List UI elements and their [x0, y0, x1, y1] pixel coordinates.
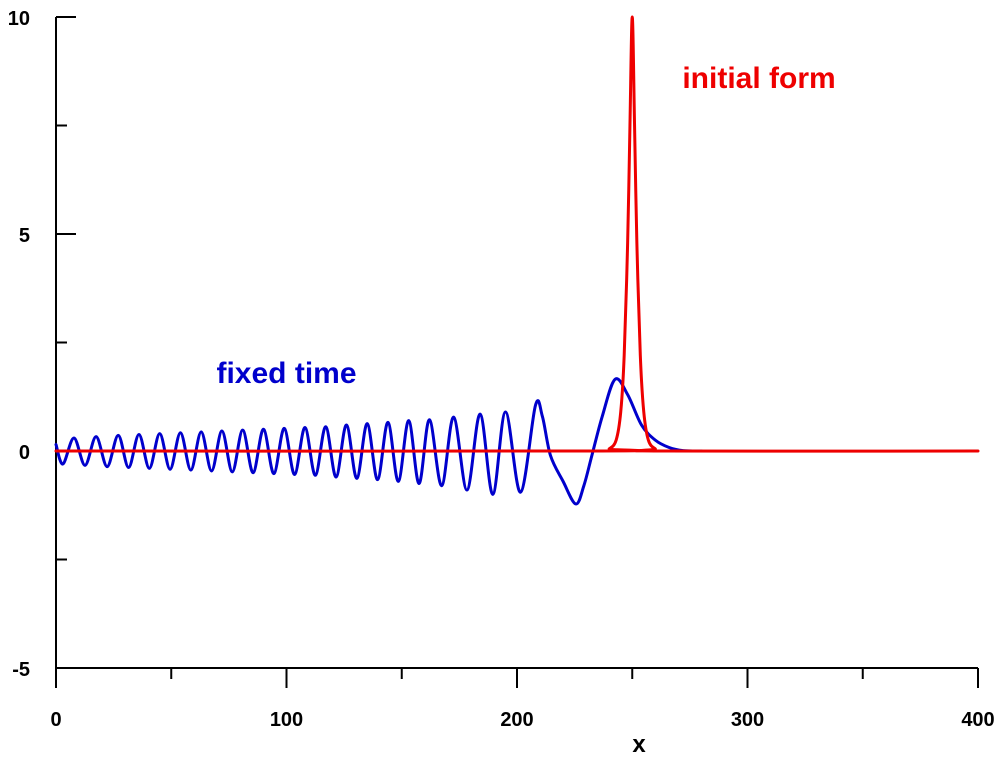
x-tick-label: 200 — [500, 709, 533, 731]
annotation-initial-form: initial form — [682, 62, 835, 95]
y-tick-label: 0 — [19, 442, 30, 464]
y-tick-label: 10 — [8, 8, 30, 30]
tick-labels: 0 100 200 300 400 -5 0 5 10 — [8, 8, 995, 731]
annotations: fixed time initial form — [216, 62, 835, 390]
series-line-fixed-time — [54, 377, 703, 506]
y-tick-label: 5 — [19, 225, 30, 247]
ticks — [55, 16, 979, 688]
axes — [55, 17, 978, 669]
annotation-fixed-time: fixed time — [216, 357, 356, 390]
x-axis-label: x — [632, 731, 646, 758]
x-tick-label: 100 — [270, 709, 303, 731]
x-tick-label: 400 — [961, 709, 994, 731]
y-tick-label: -5 — [12, 659, 30, 681]
x-tick-label: 0 — [50, 709, 61, 731]
series-line-initial-form — [54, 15, 980, 453]
series-group — [54, 15, 980, 506]
x-tick-label: 300 — [731, 709, 764, 731]
